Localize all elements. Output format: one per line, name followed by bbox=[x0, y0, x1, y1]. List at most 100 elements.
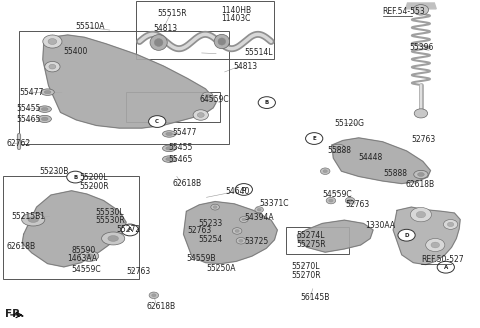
Text: D: D bbox=[404, 233, 409, 238]
Ellipse shape bbox=[28, 217, 38, 222]
Circle shape bbox=[426, 238, 445, 252]
Ellipse shape bbox=[22, 213, 45, 226]
Text: 55272: 55272 bbox=[117, 225, 141, 235]
Text: 55215B1: 55215B1 bbox=[11, 212, 45, 221]
Circle shape bbox=[410, 207, 432, 222]
Text: 62618B: 62618B bbox=[6, 242, 36, 251]
Text: 55455: 55455 bbox=[16, 104, 40, 113]
Ellipse shape bbox=[41, 117, 48, 121]
Text: 54559B: 54559B bbox=[186, 254, 216, 263]
Circle shape bbox=[235, 230, 240, 233]
Text: 55400: 55400 bbox=[63, 47, 87, 56]
Text: 55888: 55888 bbox=[384, 169, 408, 178]
Bar bbox=[126, 92, 220, 122]
Circle shape bbox=[67, 171, 84, 183]
Circle shape bbox=[236, 237, 246, 244]
Text: 55888: 55888 bbox=[327, 146, 351, 155]
Text: 55530R: 55530R bbox=[96, 216, 125, 225]
Polygon shape bbox=[332, 138, 431, 184]
Ellipse shape bbox=[38, 115, 51, 123]
Ellipse shape bbox=[102, 232, 125, 245]
Text: D: D bbox=[241, 187, 246, 192]
Text: 54640: 54640 bbox=[226, 187, 250, 196]
Ellipse shape bbox=[331, 144, 345, 153]
Circle shape bbox=[255, 207, 264, 213]
Text: 56145B: 56145B bbox=[300, 294, 330, 302]
Circle shape bbox=[416, 211, 426, 218]
Text: 55465: 55465 bbox=[16, 115, 40, 124]
Text: 62618B: 62618B bbox=[147, 302, 176, 311]
Text: C: C bbox=[155, 119, 159, 124]
Text: 54448: 54448 bbox=[359, 153, 383, 162]
Circle shape bbox=[232, 228, 242, 234]
Ellipse shape bbox=[218, 38, 226, 45]
Text: 55120G: 55120G bbox=[335, 119, 365, 128]
Circle shape bbox=[152, 294, 156, 297]
Circle shape bbox=[348, 199, 352, 202]
Circle shape bbox=[43, 35, 62, 48]
Circle shape bbox=[240, 216, 248, 222]
Circle shape bbox=[414, 109, 428, 118]
Text: 54559C: 54559C bbox=[72, 265, 101, 274]
Circle shape bbox=[48, 39, 57, 45]
Circle shape bbox=[197, 113, 204, 117]
Text: 53371C: 53371C bbox=[259, 199, 288, 208]
Circle shape bbox=[431, 242, 440, 248]
Polygon shape bbox=[183, 202, 277, 264]
Circle shape bbox=[444, 219, 458, 229]
Text: 62762: 62762 bbox=[6, 139, 31, 148]
Circle shape bbox=[193, 110, 208, 120]
Circle shape bbox=[205, 94, 210, 98]
Text: 62618B: 62618B bbox=[172, 179, 201, 188]
Ellipse shape bbox=[150, 35, 167, 50]
Text: 55515R: 55515R bbox=[157, 9, 187, 18]
Text: 52763: 52763 bbox=[411, 135, 435, 144]
Text: 55254: 55254 bbox=[198, 235, 222, 244]
Circle shape bbox=[326, 197, 336, 204]
Bar bbox=[3, 176, 140, 279]
Text: 54559C: 54559C bbox=[323, 190, 352, 198]
Ellipse shape bbox=[335, 146, 341, 150]
Circle shape bbox=[149, 116, 166, 127]
Text: B: B bbox=[73, 174, 77, 179]
Text: 55396: 55396 bbox=[409, 43, 434, 52]
Circle shape bbox=[45, 61, 60, 72]
Circle shape bbox=[213, 206, 217, 208]
Text: 54813: 54813 bbox=[233, 62, 257, 71]
Text: 1330AA: 1330AA bbox=[365, 221, 396, 230]
Circle shape bbox=[345, 197, 355, 204]
Circle shape bbox=[437, 261, 455, 273]
Ellipse shape bbox=[38, 106, 51, 113]
Circle shape bbox=[321, 168, 330, 174]
Text: REF.50-527: REF.50-527 bbox=[421, 255, 464, 264]
Text: 55250A: 55250A bbox=[206, 264, 236, 273]
Circle shape bbox=[202, 92, 213, 100]
Circle shape bbox=[149, 292, 158, 298]
Circle shape bbox=[235, 184, 252, 195]
Polygon shape bbox=[298, 220, 373, 252]
Circle shape bbox=[49, 64, 56, 69]
Ellipse shape bbox=[166, 132, 172, 135]
Ellipse shape bbox=[85, 254, 94, 258]
Circle shape bbox=[447, 222, 454, 227]
Text: 55514L: 55514L bbox=[245, 49, 273, 57]
Ellipse shape bbox=[166, 157, 172, 161]
Text: 55455: 55455 bbox=[168, 143, 192, 152]
Text: 1140HB: 1140HB bbox=[221, 6, 251, 15]
Circle shape bbox=[242, 218, 246, 221]
Text: 55477: 55477 bbox=[20, 88, 44, 97]
Circle shape bbox=[239, 239, 243, 242]
Text: 53725: 53725 bbox=[245, 237, 269, 246]
Ellipse shape bbox=[162, 131, 176, 137]
Text: 52763: 52763 bbox=[345, 200, 370, 209]
Ellipse shape bbox=[162, 156, 176, 162]
Ellipse shape bbox=[418, 173, 424, 176]
Ellipse shape bbox=[155, 39, 163, 47]
Text: A: A bbox=[444, 265, 448, 270]
Circle shape bbox=[323, 170, 327, 173]
Text: 54394A: 54394A bbox=[245, 213, 275, 222]
Text: 64559C: 64559C bbox=[200, 95, 229, 104]
Circle shape bbox=[329, 199, 333, 202]
Polygon shape bbox=[406, 3, 436, 9]
Text: 55510A: 55510A bbox=[75, 22, 104, 31]
